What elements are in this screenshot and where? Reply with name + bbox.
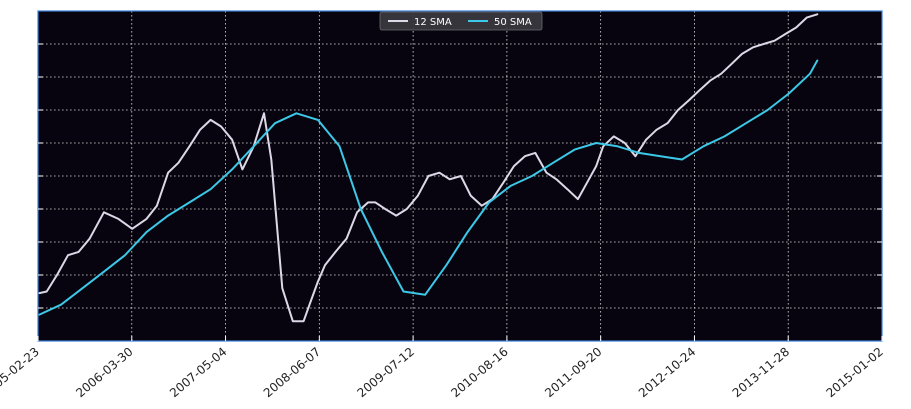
x-tick-label: 2005-02-23 [0,345,42,401]
legend-label-12-sma: 12 SMA [414,17,452,28]
legend-box [379,11,543,31]
x-tick-label: 2010-08-16 [448,345,510,401]
x-tick-label: 2006-03-30 [73,345,135,401]
x-tick-label: 2011-09-20 [542,345,604,401]
legend[interactable]: 12 SMA 50 SMA [379,11,543,31]
legend-label-50-sma: 50 SMA [494,17,532,28]
series-line-50-sma [38,59,819,316]
series-group [38,13,819,323]
x-tick-label: 2013-11-28 [730,345,792,401]
series-line-12-sma [38,13,819,323]
x-tick-label: 2012-10-24 [636,345,698,401]
x-tick-label: 2008-06-07 [261,345,323,401]
x-tick-label: 2009-07-12 [355,345,417,401]
x-tick-label: 2007-05-04 [167,345,229,401]
x-tick-label: 2015-01-02 [823,345,885,401]
